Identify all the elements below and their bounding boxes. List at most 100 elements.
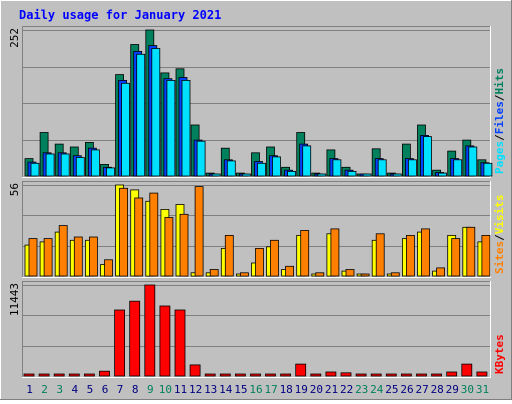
bar-pages-day-11: [181, 80, 191, 177]
x-tick-label: 20: [310, 383, 323, 396]
bar-sites-day-6: [104, 259, 113, 277]
bar-kbytes-day-11: [174, 309, 186, 377]
x-tick-label: 25: [385, 383, 398, 396]
x-tick-label: 28: [431, 383, 444, 396]
chart-panels: 252Pages/Files/Hits56Sites/Visits11443KB…: [8, 26, 506, 378]
x-tick-label: 17: [264, 383, 277, 396]
x-tick-label: 5: [87, 383, 94, 396]
x-tick-label: 13: [204, 383, 217, 396]
bar-sites-day-14: [224, 234, 234, 277]
bar-sites-day-16: [255, 247, 264, 277]
bar-kbytes-day-22: [340, 372, 352, 377]
bar-kbytes-day-14: [219, 373, 231, 377]
bar-pages-day-28: [438, 172, 448, 177]
bar-kbytes-day-3: [53, 373, 65, 377]
bar-sites-day-22: [345, 269, 355, 277]
right-label-segment-4: Hits: [493, 68, 506, 95]
bar-pages-day-18: [287, 170, 297, 177]
bar-sites-day-11: [179, 213, 189, 277]
bar-kbytes-day-25: [385, 373, 397, 377]
x-tick-label: 24: [370, 383, 384, 396]
bar-kbytes-day-19: [295, 363, 307, 377]
bar-kbytes-day-31: [476, 371, 488, 377]
bar-pages-day-15: [241, 173, 251, 177]
bar-sites-day-30: [466, 226, 476, 277]
x-tick-label: 2: [41, 383, 48, 396]
bar-sites-day-12: [194, 186, 204, 277]
panel-kbytes: 11443 KBytes: [8, 281, 506, 378]
bar-pages-day-23: [362, 173, 372, 177]
x-tick-label: 7: [117, 383, 124, 396]
bar-kbytes-day-18: [280, 373, 292, 377]
bar-pages-day-20: [317, 173, 327, 177]
bar-sites-day-9: [149, 192, 159, 277]
right-label-segment-1: /: [493, 134, 506, 141]
x-tick-label: 4: [71, 383, 78, 396]
chart-title: Daily usage for January 2021: [19, 8, 221, 22]
bar-sites-day-1: [28, 238, 38, 277]
bar-pages-day-26: [407, 159, 417, 177]
bar-sites-day-15: [239, 272, 249, 277]
bar-sites-day-8: [134, 197, 144, 277]
x-tick-label: 21: [325, 383, 338, 396]
bar-kbytes-day-6: [99, 370, 110, 377]
bar-sites-day-2: [43, 238, 53, 277]
bar-kbytes-day-1: [23, 373, 35, 377]
right-label-segment-0: Pages: [493, 141, 506, 174]
x-tick-label: 23: [355, 383, 368, 396]
bar-kbytes-day-23: [355, 373, 367, 377]
bar-sites-day-23: [360, 273, 370, 277]
bar-pages-day-25: [392, 173, 402, 177]
bar-pages-day-17: [272, 156, 281, 177]
bar-kbytes-day-26: [400, 373, 412, 377]
bar-sites-day-18: [285, 265, 295, 277]
x-tick-label: 15: [234, 383, 247, 396]
y-max-label: 11443: [8, 283, 21, 316]
bar-kbytes-day-5: [84, 373, 95, 377]
bar-sites-day-19: [300, 230, 310, 277]
x-tick-label: 19: [295, 383, 308, 396]
right-label-segment-3: /: [493, 94, 506, 101]
bar-pages-day-2: [45, 153, 55, 177]
bar-pages-day-12: [196, 140, 206, 177]
bar-pages-day-19: [302, 145, 312, 177]
bar-sites-day-10: [164, 217, 174, 277]
bar-kbytes-day-8: [129, 300, 141, 377]
x-tick-label: 10: [159, 383, 172, 396]
bar-sites-day-17: [270, 239, 279, 277]
bar-kbytes-day-28: [431, 373, 443, 377]
bar-kbytes-day-13: [204, 373, 216, 377]
bar-pages-day-31: [483, 162, 493, 177]
bar-pages-day-21: [332, 159, 342, 177]
bar-kbytes-day-7: [114, 309, 125, 377]
x-tick-label: 22: [340, 383, 353, 396]
bar-sites-day-21: [330, 228, 340, 277]
bar-kbytes-day-16: [250, 373, 261, 377]
bar-sites-day-20: [315, 272, 325, 277]
bar-sites-day-7: [119, 187, 128, 277]
x-tick-label: 11: [174, 383, 187, 396]
bar-pages-day-24: [377, 159, 387, 177]
x-tick-label: 18: [280, 383, 293, 396]
bar-kbytes-day-17: [265, 373, 276, 377]
x-tick-label: 8: [132, 383, 139, 396]
bar-pages-day-13: [211, 173, 221, 177]
right-series-label: KBytes: [493, 334, 506, 374]
x-tick-label: 6: [102, 383, 109, 396]
bar-kbytes-day-4: [68, 373, 80, 377]
bar-pages-day-6: [106, 167, 115, 177]
x-tick-label: 9: [147, 383, 154, 396]
bar-pages-day-29: [453, 159, 463, 177]
bar-pages-day-30: [468, 146, 478, 177]
bar-sites-day-4: [73, 236, 83, 277]
x-tick-label: 1: [26, 383, 33, 396]
right-label-segment-1: /: [493, 234, 506, 241]
right-label-segment-2: Files: [493, 101, 506, 134]
bar-kbytes-day-2: [38, 373, 50, 377]
right-label-segment-2: Visits: [493, 195, 506, 235]
x-tick-label: 12: [189, 383, 202, 396]
